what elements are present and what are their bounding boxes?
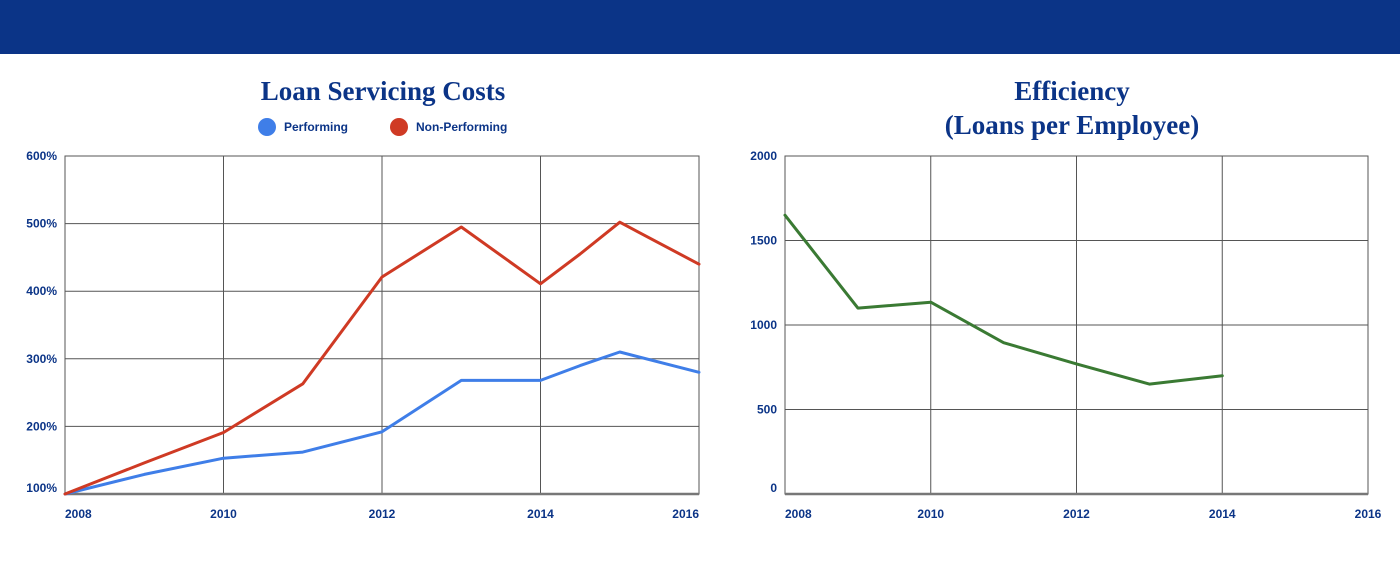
chart-0-x-tick-label: 2014 [527, 507, 554, 521]
legend-marker-non-performing [390, 118, 408, 136]
chart-1-y-tick-label: 1000 [750, 318, 777, 332]
chart-1-x-tick-label: 2010 [917, 507, 944, 521]
chart-0-x-tick-label: 2008 [65, 507, 92, 521]
legend-label-performing: Performing [284, 120, 349, 134]
header-bar [0, 0, 1400, 54]
chart-1-x-tick-label: 2012 [1063, 507, 1090, 521]
chart-0-x-tick-label: 2010 [210, 507, 237, 521]
chart-0-y-tick-label: 400% [26, 284, 57, 298]
chart-0-y-tick-label: 100% [26, 481, 57, 495]
chart-1-y-tick-label: 0 [770, 481, 777, 495]
chart-0-y-tick-label: 200% [26, 419, 57, 433]
chart-1-x-tick-label: 2008 [785, 507, 812, 521]
chart-1-x-tick-label: 2016 [1355, 507, 1382, 521]
chart-1-y-tick-label: 500 [757, 403, 777, 417]
chart-0-x-tick-label: 2012 [369, 507, 396, 521]
chart-0-y-tick-label: 600% [26, 149, 57, 163]
chart-0-y-tick-label: 300% [26, 352, 57, 366]
chart-title-loan-servicing-costs: Loan Servicing Costs [260, 76, 506, 106]
chart-0-series-line-performing [63, 350, 701, 496]
chart-1-x-tick-label: 2014 [1209, 507, 1236, 521]
chart-0-x-tick-label: 2016 [672, 507, 699, 521]
chart-1-y-tick-label: 1500 [750, 234, 777, 248]
legend-item-non-performing: Non-Performing [390, 118, 507, 136]
legend-item-performing: Performing [258, 118, 348, 136]
chart-1-series-line-series-0 [783, 213, 1224, 386]
chart-0-series-line-non-performing [63, 220, 701, 496]
legend-marker-performing [258, 118, 276, 136]
legend-label-non-performing: Non-Performing [416, 120, 508, 134]
chart-1-y-tick-label: 2000 [750, 149, 777, 163]
chart-0-y-tick-label: 500% [26, 217, 57, 231]
chart-title-efficiency: Efficiency (Loans per Employee) [944, 76, 1200, 140]
